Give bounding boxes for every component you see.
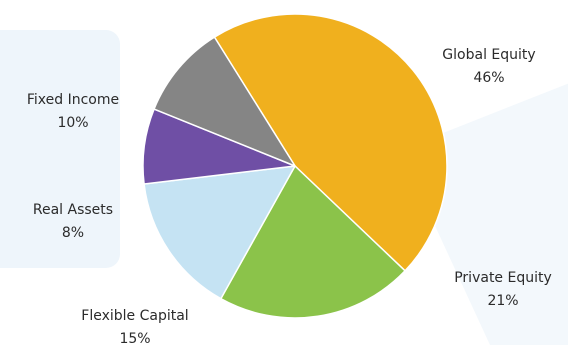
pie-slice-flexible-capital	[143, 165, 296, 300]
slice-value-private-equity: 21%	[487, 293, 518, 309]
slice-label-real-assets: Real Assets	[33, 202, 113, 218]
slice-value-flexible-capital: 15%	[119, 331, 150, 345]
pie-slices	[142, 13, 448, 319]
slice-label-global-equity: Global Equity	[442, 47, 535, 63]
pie-slice-global-equity	[213, 13, 448, 272]
pie-slice-fixed-income	[153, 36, 296, 167]
slice-label-flexible-capital: Flexible Capital	[81, 308, 188, 324]
slice-label-fixed-income: Fixed Income	[27, 92, 119, 108]
pie-slice-private-equity	[220, 165, 406, 319]
background-panel-left	[0, 30, 120, 268]
slice-value-real-assets: 8%	[62, 225, 84, 241]
slice-value-fixed-income: 10%	[57, 115, 88, 131]
slice-value-global-equity: 46%	[473, 70, 504, 86]
slice-label-private-equity: Private Equity	[454, 270, 552, 286]
